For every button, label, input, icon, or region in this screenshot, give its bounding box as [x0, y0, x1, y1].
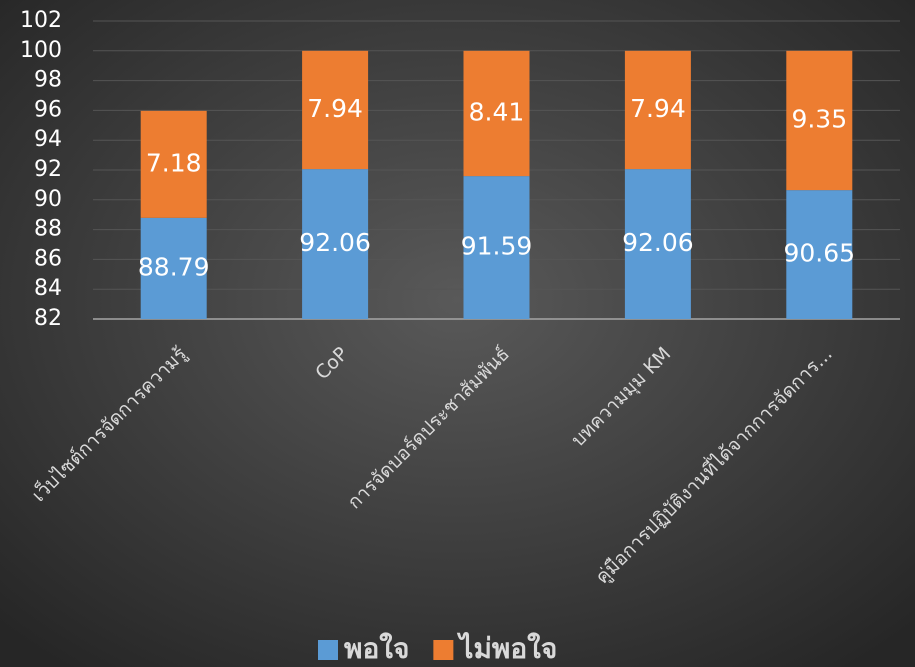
y-tick-label: 100: [20, 38, 62, 63]
data-label: 7.94: [630, 94, 686, 123]
legend-label: ไม่พอใจ: [456, 632, 557, 665]
bar-segment: [302, 169, 369, 319]
legend-swatch: [318, 640, 338, 660]
data-label: 90.65: [784, 239, 856, 268]
bar-segment: [302, 50, 369, 170]
data-label: 91.59: [461, 232, 533, 261]
data-label: 7.94: [307, 94, 363, 123]
data-label: 8.41: [469, 97, 525, 126]
y-tick-label: 98: [34, 68, 62, 93]
legend-label: พอใจ: [344, 632, 409, 665]
data-label: 7.18: [146, 148, 202, 177]
bar-segment: [624, 50, 691, 170]
bar-segment: [786, 190, 853, 319]
legend-swatch: [433, 640, 454, 660]
bar-segment: [140, 110, 207, 218]
bar-segment: [786, 50, 853, 191]
y-tick-label: 82: [34, 306, 62, 331]
data-label: 88.79: [138, 252, 210, 281]
data-label: 9.35: [791, 104, 847, 133]
y-tick-label: 92: [34, 157, 62, 182]
y-tick-label: 90: [34, 187, 62, 212]
bar-segment: [624, 169, 691, 319]
y-tick-label: 102: [20, 8, 62, 33]
y-tick-label: 86: [34, 246, 62, 271]
y-tick-label: 88: [34, 217, 62, 242]
bar-segment: [140, 217, 207, 319]
bar-segment: [463, 50, 530, 177]
data-label: 92.06: [299, 228, 371, 257]
y-tick-label: 84: [34, 276, 62, 301]
y-tick-label: 96: [34, 97, 62, 122]
y-tick-label: 94: [34, 127, 62, 152]
bar-segment: [463, 176, 530, 319]
data-label: 92.06: [622, 228, 694, 257]
